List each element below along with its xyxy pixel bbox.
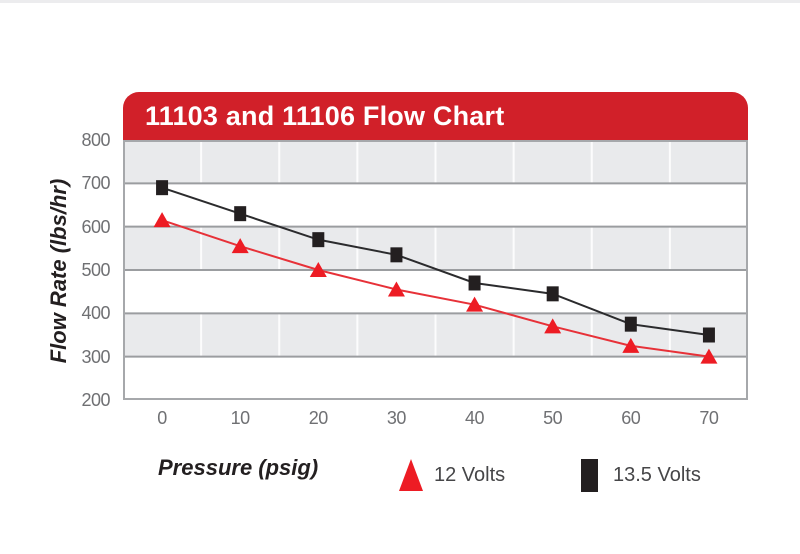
chart-title: 11103 and 11106 Flow Chart: [145, 100, 505, 131]
y-tick-label: 800: [81, 130, 110, 150]
x-axis-title: Pressure (psig): [158, 455, 319, 480]
x-tick-label: 40: [465, 408, 485, 428]
marker-13-5-volts: [702, 327, 715, 343]
marker-12-volts: [700, 348, 718, 364]
series-line-12-volts: [161, 219, 710, 358]
legend-label-12-volts: 12 Volts: [434, 463, 506, 486]
x-tick-label: 60: [621, 408, 641, 428]
y-axis-title: Flow Rate (lbs/hr): [46, 178, 71, 364]
marker-12-volts: [544, 318, 562, 334]
marker-13-5-volts: [312, 232, 325, 248]
marker-13-5-volts: [546, 286, 559, 302]
marker-12-volts: [231, 238, 249, 254]
series-line-13-5-volts: [161, 186, 710, 336]
legend-label-13-5-volts: 13.5 Volts: [613, 464, 701, 486]
marker-12-volts: [466, 296, 484, 312]
marker-13-5-volts: [234, 206, 247, 222]
x-tick-label: 0: [157, 408, 167, 428]
marker-13-5-volts: [156, 180, 169, 196]
triangle-marker-icon: [399, 459, 423, 491]
y-tick-label: 400: [81, 303, 110, 324]
marker-12-volts: [153, 212, 171, 228]
marker-12-volts: [387, 281, 405, 297]
x-tick-label: 20: [308, 408, 329, 428]
marker-12-volts: [622, 337, 640, 353]
marker-13-5-volts: [468, 275, 481, 291]
x-tick-label: 50: [543, 408, 563, 428]
x-tick-label: 30: [386, 408, 407, 428]
square-marker-icon: [581, 459, 598, 492]
plot-svg: [123, 140, 748, 400]
chart-title-banner: 11103 and 11106 Flow Chart: [123, 92, 748, 140]
x-tick-label: 10: [230, 408, 251, 428]
y-tick-label: 200: [81, 390, 110, 410]
plot-area: [123, 140, 748, 400]
legend-item-12-volts: 12 Volts: [399, 459, 505, 491]
y-tick-label: 500: [81, 260, 110, 280]
marker-13-5-volts: [390, 247, 403, 263]
marker-12-volts: [309, 262, 327, 277]
marker-13-5-volts: [624, 316, 637, 332]
legend-item-13-5-volts: 13.5 Volts: [581, 459, 701, 492]
plot-frame: [123, 140, 748, 400]
y-tick-label: 600: [81, 216, 110, 237]
x-tick-label: 70: [699, 408, 719, 428]
y-tick-label: 300: [81, 346, 110, 367]
y-tick-label: 700: [81, 173, 110, 194]
